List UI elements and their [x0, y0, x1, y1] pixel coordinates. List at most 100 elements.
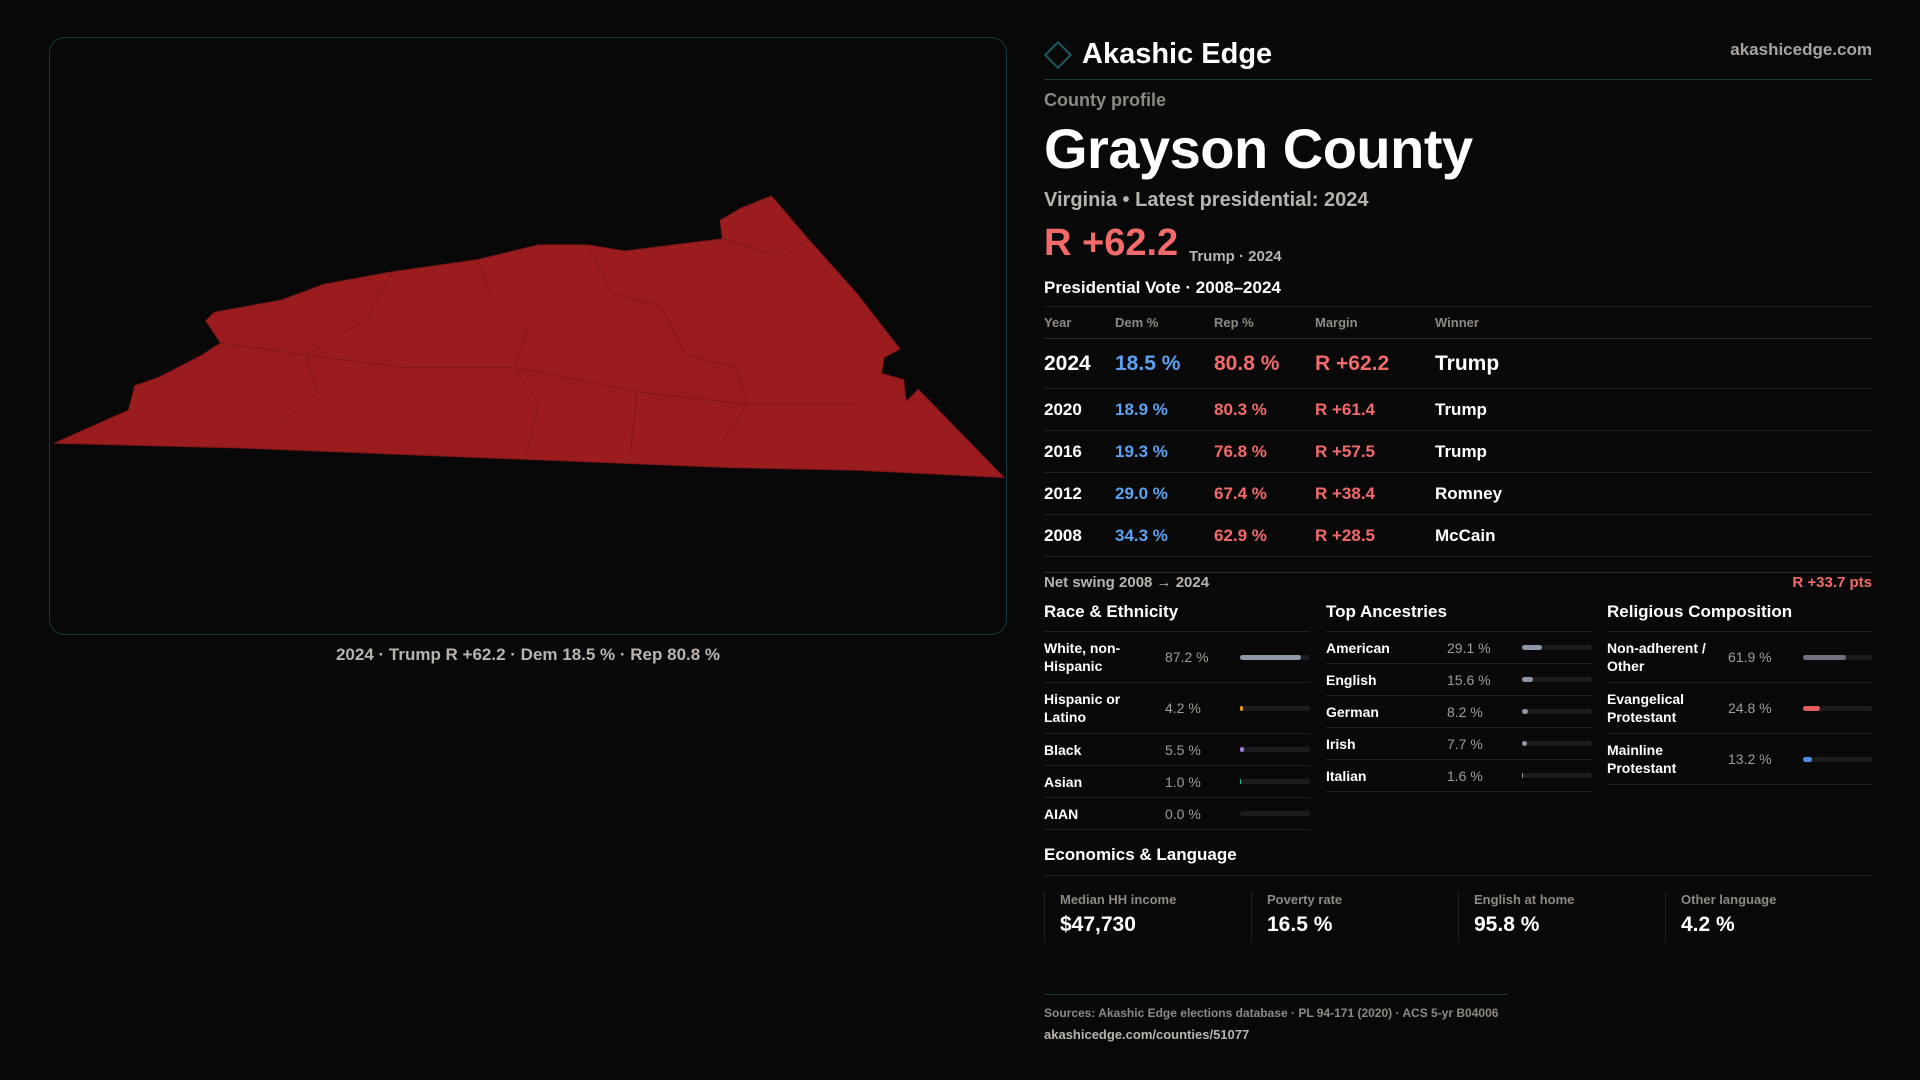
footer-divider [1044, 994, 1508, 995]
bar-track [1240, 811, 1310, 816]
bar-track [1240, 654, 1310, 660]
item-label: Hispanic or Latino [1044, 691, 1121, 725]
table-row: 2020 18.9 % 80.3 % R +61.4 Trump [1044, 388, 1872, 431]
item-value: 4.2 % [1165, 700, 1201, 716]
bar-fill [1522, 677, 1533, 682]
cell-rep: 80.8 % [1214, 338, 1315, 389]
county-shape[interactable] [53, 195, 1006, 479]
net-swing-label: Net swing 2008 → 2024 [1044, 574, 1210, 591]
bar-fill [1522, 709, 1528, 714]
header-divider [1044, 79, 1872, 80]
ancestry-title: Top Ancestries [1326, 602, 1592, 632]
cell-year: 2012 [1044, 472, 1115, 515]
item-value: 61.9 % [1728, 649, 1772, 665]
cell-winner: McCain [1435, 514, 1872, 557]
item-label: White, non-Hispanic [1044, 640, 1121, 674]
item-value: 29.1 % [1447, 639, 1491, 656]
item-label: AIAN [1044, 805, 1079, 822]
religion-section: Religious Composition Non-adherent / Oth… [1607, 602, 1873, 785]
item-label: Italian [1326, 767, 1367, 784]
cell-year: 2008 [1044, 514, 1115, 557]
item-value: 0.0 % [1165, 805, 1201, 822]
stat-card: Other language 4.2 % [1665, 892, 1872, 942]
item-label: Black [1044, 741, 1082, 758]
cell-margin: R +28.5 [1315, 514, 1435, 557]
cell-year: 2016 [1044, 430, 1115, 473]
cell-rep: 62.9 % [1214, 514, 1315, 557]
econ-title: Economics & Language [1044, 845, 1872, 876]
religion-title: Religious Composition [1607, 602, 1873, 632]
item-value: 87.2 % [1165, 649, 1209, 665]
page-title: Grayson County [1044, 117, 1473, 180]
bar-track [1522, 773, 1592, 778]
item-label: Evangelical Protestant [1607, 691, 1685, 725]
col-margin: Margin [1315, 306, 1435, 339]
bar-fill [1803, 756, 1813, 762]
subtitle: Virginia • Latest presidential: 2024 [1044, 189, 1369, 211]
stat-value: 4.2 % [1681, 913, 1735, 936]
item-label: Mainline Protestant [1607, 742, 1677, 776]
list-item: English 15.6 % [1326, 664, 1592, 696]
net-swing: Net swing 2008 → 2024 R +33.7 pts [1044, 572, 1872, 596]
item-value: 15.6 % [1447, 671, 1491, 688]
table-row: 2016 19.3 % 76.8 % R +57.5 Trump [1044, 430, 1872, 473]
item-value: 5.5 % [1165, 741, 1201, 758]
bar-fill [1240, 779, 1242, 784]
race-section: Race & Ethnicity White, non-Hispanic 87.2… [1044, 602, 1310, 830]
bar-track [1240, 705, 1310, 711]
county-url[interactable]: akashicedge.com/counties/51077 [1044, 1027, 1250, 1042]
col-winner: Winner [1435, 306, 1872, 339]
bar-fill [1240, 705, 1243, 711]
item-value: 7.7 % [1447, 735, 1483, 752]
cell-margin: R +57.5 [1315, 430, 1435, 473]
item-value: 1.6 % [1447, 767, 1483, 784]
list-item: Irish 7.7 % [1326, 728, 1592, 760]
cell-margin: R +38.4 [1315, 472, 1435, 515]
diamond-logo-icon [1043, 40, 1073, 69]
table-row: 2024 18.5 % 80.8 % R +62.2 Trump [1044, 338, 1872, 389]
cell-rep: 67.4 % [1214, 472, 1315, 515]
list-item: Non-adherent / Other 61.9 % [1607, 632, 1873, 683]
stat-card: Median HH income $47,730 [1044, 892, 1251, 942]
col-dem: Dem % [1115, 306, 1214, 339]
cell-rep: 76.8 % [1214, 430, 1315, 473]
list-item: Evangelical Protestant 24.8 % [1607, 683, 1873, 734]
item-label: English [1326, 671, 1377, 688]
bar-track [1522, 645, 1592, 650]
item-label: Irish [1326, 735, 1356, 752]
list-item: German 8.2 % [1326, 696, 1592, 728]
cell-winner: Trump [1435, 430, 1872, 473]
econ-cards: Median HH income $47,730 Poverty rate 16.5 … [1044, 892, 1872, 942]
bar-track [1240, 779, 1310, 784]
cell-year: 2020 [1044, 388, 1115, 431]
cell-rep: 80.3 % [1214, 388, 1315, 431]
list-item: American 29.1 % [1326, 632, 1592, 664]
cell-dem: 19.3 % [1115, 430, 1214, 473]
stat-card: English at home 95.8 % [1458, 892, 1665, 942]
item-value: 1.0 % [1165, 773, 1201, 790]
bar-track [1803, 654, 1873, 660]
stat-label: English at home [1474, 892, 1575, 907]
ancestry-section: Top Ancestries American 29.1 % English 15.6… [1326, 602, 1592, 792]
race-title: Race & Ethnicity [1044, 602, 1310, 632]
stat-label: Other language [1681, 892, 1777, 907]
net-swing-value: R +33.7 pts [1792, 574, 1872, 591]
district-boundaries [220, 238, 858, 454]
list-item: Hispanic or Latino 4.2 % [1044, 683, 1310, 734]
cell-margin: R +61.4 [1315, 388, 1435, 431]
item-value: 24.8 % [1728, 700, 1772, 716]
cell-dem: 18.5 % [1115, 338, 1214, 389]
bar-track [1522, 677, 1592, 682]
list-item: Black 5.5 % [1044, 734, 1310, 766]
cell-winner: Trump [1435, 388, 1872, 431]
presidential-table: Year Dem % Rep % Margin Winner 2024 18.5 … [1044, 306, 1872, 557]
item-value: 13.2 % [1728, 751, 1772, 767]
brand-logo[interactable]: Akashic Edge [1043, 38, 1272, 71]
site-link[interactable]: akashicedge.com [1730, 40, 1872, 59]
bar-fill [1522, 645, 1543, 650]
stat-value: 95.8 % [1474, 913, 1540, 936]
list-item: AIAN 0.0 % [1044, 798, 1310, 830]
table-row: 2008 34.3 % 62.9 % R +28.5 McCain [1044, 514, 1872, 557]
bar-track [1803, 756, 1873, 762]
